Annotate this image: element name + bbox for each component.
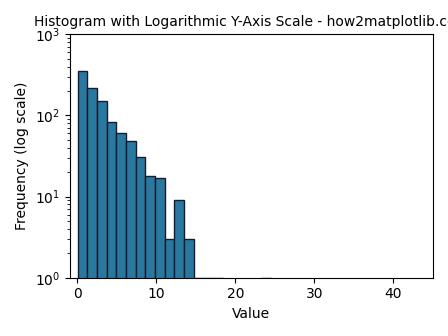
Bar [213,278,223,336]
Title: Histogram with Logarithmic Y-Axis Scale - how2matplotlib.com: Histogram with Logarithmic Y-Axis Scale … [34,15,448,29]
Bar [174,200,184,336]
Bar [78,71,87,336]
Bar [87,88,97,336]
Bar [136,157,145,336]
Bar [165,239,174,336]
Bar [155,178,165,336]
Bar [107,122,116,336]
Y-axis label: Frequency (log scale): Frequency (log scale) [15,82,29,230]
Bar [116,133,126,336]
Bar [126,140,136,336]
X-axis label: Value: Value [232,307,270,321]
Bar [145,176,155,336]
Bar [97,101,107,336]
Bar [262,278,271,336]
Bar [194,278,203,336]
Bar [184,239,194,336]
Bar [203,278,213,336]
